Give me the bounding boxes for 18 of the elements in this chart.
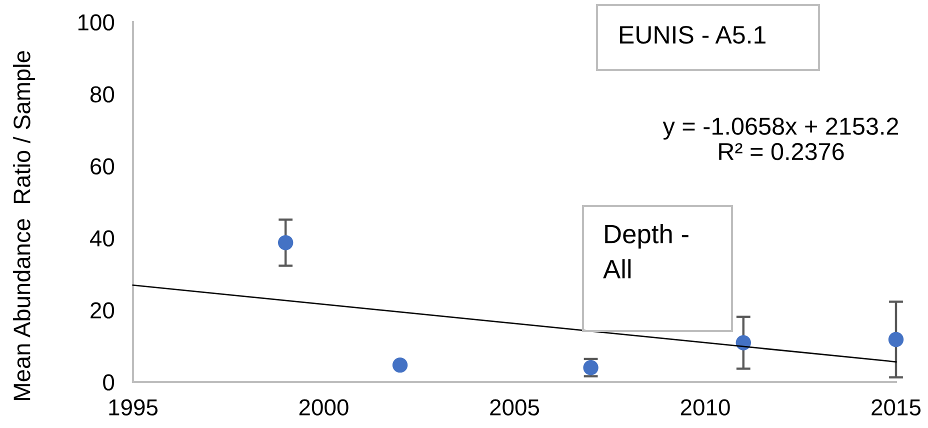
y-tick-label: 80 xyxy=(90,86,114,103)
y-tick-label: 20 xyxy=(90,302,114,319)
x-tick-label: 2015 xyxy=(872,399,921,416)
y-tick-label: 40 xyxy=(90,230,114,247)
annotation: EUNIS - A5.1 xyxy=(620,26,766,44)
x-tick-label: 2000 xyxy=(299,399,348,416)
y-axis-title: Mean Abundance Ratio / Sample xyxy=(12,51,35,400)
y-tick-label: 100 xyxy=(78,14,114,31)
x-tick-label: 2010 xyxy=(680,399,730,416)
point xyxy=(278,235,294,250)
y-tick-label: 0 xyxy=(103,374,114,391)
annotation: y = -1.0658x + 2153.2 R² = 0.2376 xyxy=(662,118,898,160)
x-tick-label: 2005 xyxy=(490,399,540,416)
x-tick-label: 1995 xyxy=(109,399,158,416)
annotation: Depth - All xyxy=(603,224,688,278)
point xyxy=(888,332,904,348)
point xyxy=(392,357,408,373)
y-tick-label: 60 xyxy=(90,158,114,175)
